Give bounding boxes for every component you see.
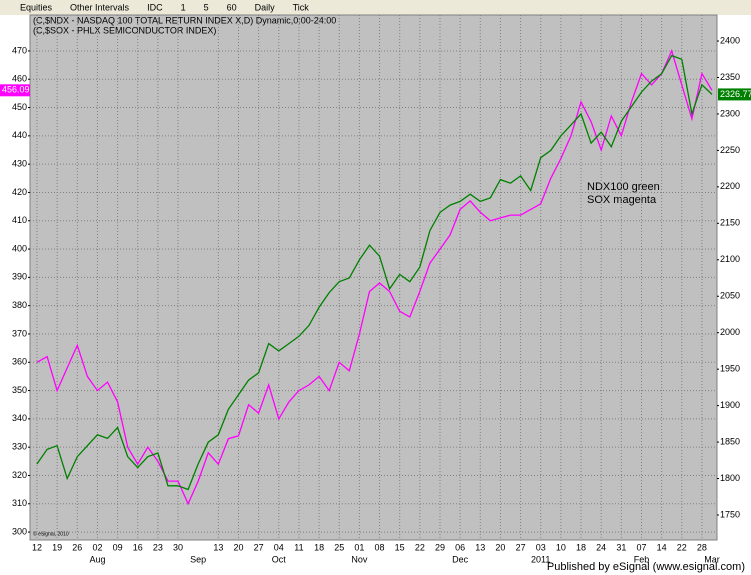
month-label: Sep: [190, 554, 206, 564]
toolbar-item: Daily: [255, 2, 276, 12]
series-line: [36, 54, 713, 491]
x-tick-label: 25: [334, 542, 344, 552]
y-tick-label: 460: [12, 74, 27, 84]
x-tick-label: 30: [173, 542, 183, 552]
y-tick-label: 440: [12, 130, 27, 140]
x-tick-label: 26: [72, 542, 82, 552]
y-tick-label: 390: [12, 272, 27, 282]
y2-tick-label: 2250: [720, 145, 740, 155]
y-tick-label: 310: [12, 498, 27, 508]
y2-tick-label: 2100: [720, 254, 740, 264]
annotation: SOX magenta: [587, 194, 657, 206]
x-tick-label: 02: [92, 542, 102, 552]
x-tick-label: 22: [677, 542, 687, 552]
y-tick-label: 350: [12, 385, 27, 395]
toolbar-item: IDC: [147, 2, 163, 12]
x-tick-label: 28: [697, 542, 707, 552]
y2-tick-label: 1900: [720, 400, 740, 410]
y-tick-label: 340: [12, 413, 27, 423]
chart-subtitle: (C,$SOX - PHLX SEMICONDUCTOR INDEX): [33, 25, 216, 35]
last-value-label: 456.09: [2, 85, 30, 95]
x-tick-label: 19: [52, 542, 62, 552]
y-tick-label: 450: [12, 102, 27, 112]
x-tick-label: 11: [294, 542, 303, 552]
y-tick-label: 430: [12, 159, 27, 169]
series-line: [36, 49, 713, 506]
x-tick-label: 18: [314, 542, 324, 552]
y2-tick-label: 1850: [720, 436, 740, 446]
y2-tick-label: 1800: [720, 473, 740, 483]
y2-tick-label: 1950: [720, 364, 740, 374]
y-tick-label: 410: [12, 215, 27, 225]
x-tick-label: 09: [113, 542, 123, 552]
plot-area: [29, 14, 718, 541]
toolbar-item: 1: [181, 2, 186, 12]
x-tick-label: 07: [636, 542, 646, 552]
x-tick-label: 31: [616, 542, 626, 552]
x-tick-label: 22: [415, 542, 425, 552]
last-value-label: 2326.77: [720, 89, 751, 99]
last-value-box: [718, 88, 751, 101]
month-label: Aug: [89, 554, 105, 564]
toolbar-item: Equities: [20, 2, 53, 12]
y2-tick-label: 2300: [720, 108, 740, 118]
toolbar-item: 5: [204, 2, 209, 12]
x-tick-label: 13: [213, 542, 223, 552]
y-tick-label: 330: [12, 442, 27, 452]
y-tick-label: 370: [12, 328, 27, 338]
y2-tick-label: 2400: [720, 35, 740, 45]
last-value-box: [0, 84, 30, 97]
y-tick-label: 400: [12, 243, 27, 253]
x-tick-label: 12: [32, 542, 42, 552]
annotation: NDX100 green: [587, 181, 660, 193]
x-tick-label: 14: [657, 542, 667, 552]
month-label: Mar: [704, 554, 720, 564]
y2-tick-label: 2200: [720, 181, 740, 191]
y-tick-label: 360: [12, 357, 27, 367]
toolbar: [0, 0, 751, 15]
x-tick-label: 10: [556, 542, 566, 552]
month-label: Nov: [351, 554, 368, 564]
x-tick-label: 23: [153, 542, 163, 552]
month-label: 2011: [531, 554, 550, 564]
y2-tick-label: 2150: [720, 218, 740, 228]
copyright: © eSignal, 2010: [33, 530, 69, 537]
x-tick-label: 27: [254, 542, 264, 552]
footer: Published by eSignal (www.esignal.com): [547, 561, 745, 573]
y-tick-label: 320: [12, 470, 27, 480]
y-tick-label: 300: [12, 526, 27, 536]
x-tick-label: 08: [375, 542, 385, 552]
y2-tick-label: 2350: [720, 72, 740, 82]
toolbar-item: 60: [227, 2, 237, 12]
chart-title: (C,$NDX - NASDAQ 100 TOTAL RETURN INDEX …: [33, 15, 336, 25]
toolbar-item: Other Intervals: [70, 2, 130, 12]
y2-tick-label: 2050: [720, 291, 740, 301]
x-tick-label: 24: [596, 542, 606, 552]
x-tick-label: 15: [395, 542, 405, 552]
y2-tick-label: 2000: [720, 327, 740, 337]
x-tick-label: 20: [495, 542, 505, 552]
x-tick-label: 20: [233, 542, 243, 552]
month-label: Oct: [272, 554, 287, 564]
y-tick-label: 470: [12, 45, 27, 55]
y-tick-label: 420: [12, 187, 27, 197]
toolbar-item: Tick: [293, 2, 310, 12]
y2-tick-label: 1750: [720, 509, 740, 519]
month-label: Feb: [634, 554, 650, 564]
y-tick-label: 380: [12, 300, 27, 310]
x-tick-label: 16: [133, 542, 143, 552]
x-tick-label: 01: [354, 542, 364, 552]
x-tick-label: 13: [475, 542, 485, 552]
x-tick-label: 27: [516, 542, 526, 552]
month-label: Dec: [452, 554, 469, 564]
x-tick-label: 06: [455, 542, 465, 552]
x-tick-label: 04: [274, 542, 284, 552]
x-tick-label: 29: [435, 542, 445, 552]
x-tick-label: 03: [536, 542, 546, 552]
x-tick-label: 18: [576, 542, 586, 552]
